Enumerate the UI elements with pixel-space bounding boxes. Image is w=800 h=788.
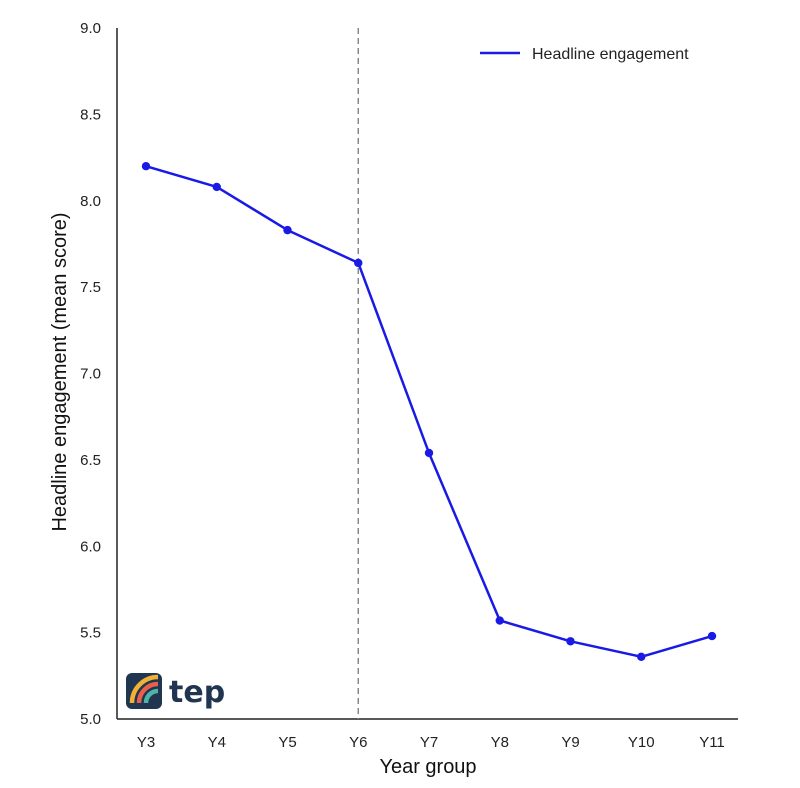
logo-text: tep	[169, 675, 225, 710]
y-tick-label: 6.0	[80, 538, 101, 555]
data-point-y3	[141, 162, 151, 171]
y-tick-label: 9.0	[80, 20, 101, 37]
y-tick-label: 5.5	[80, 625, 101, 642]
data-point-y4	[212, 182, 221, 192]
x-tick-label: Y8	[491, 734, 509, 751]
rainbow-logo-icon	[126, 673, 162, 709]
x-tick-label: Y5	[278, 734, 296, 751]
legend-label: Headline engagement	[532, 46, 689, 63]
y-tick-label: 7.0	[80, 366, 101, 383]
series-points	[141, 162, 717, 662]
x-axis-title: Year group	[379, 756, 476, 778]
y-tick-labels: 5.0 5.5 6.0 6.5 7.0 7.5 8.0 8.5 9.0	[80, 20, 101, 728]
x-tick-label: Y10	[628, 734, 655, 751]
y-tick-label: 6.5	[80, 452, 101, 469]
data-point-y6	[354, 258, 363, 268]
x-tick-label: Y7	[420, 734, 438, 751]
x-tick-label: Y3	[137, 734, 155, 751]
data-point-y11	[707, 631, 717, 641]
y-axis-title: Headline engagement (mean score)	[49, 212, 71, 531]
data-point-y5	[283, 225, 292, 235]
x-tick-label: Y11	[699, 734, 725, 751]
x-tick-label: Y9	[561, 734, 579, 751]
series-line-headline-engagement	[145, 165, 713, 659]
data-point-y7	[424, 448, 434, 458]
data-point-y9	[566, 637, 575, 646]
legend: Headline engagement	[480, 46, 689, 63]
y-tick-label: 8.0	[80, 193, 101, 210]
data-point-y10	[637, 652, 646, 662]
data-point-y8	[495, 616, 504, 625]
x-tick-label: Y6	[349, 734, 367, 751]
y-tick-label: 5.0	[80, 711, 101, 728]
x-tick-label: Y4	[208, 734, 226, 751]
y-tick-label: 7.5	[80, 279, 101, 296]
x-tick-labels: Y3 Y4 Y5 Y6 Y7 Y8 Y9 Y10 Y11	[137, 734, 725, 751]
y-tick-label: 8.5	[80, 106, 101, 123]
tep-logo: tep	[126, 673, 225, 710]
